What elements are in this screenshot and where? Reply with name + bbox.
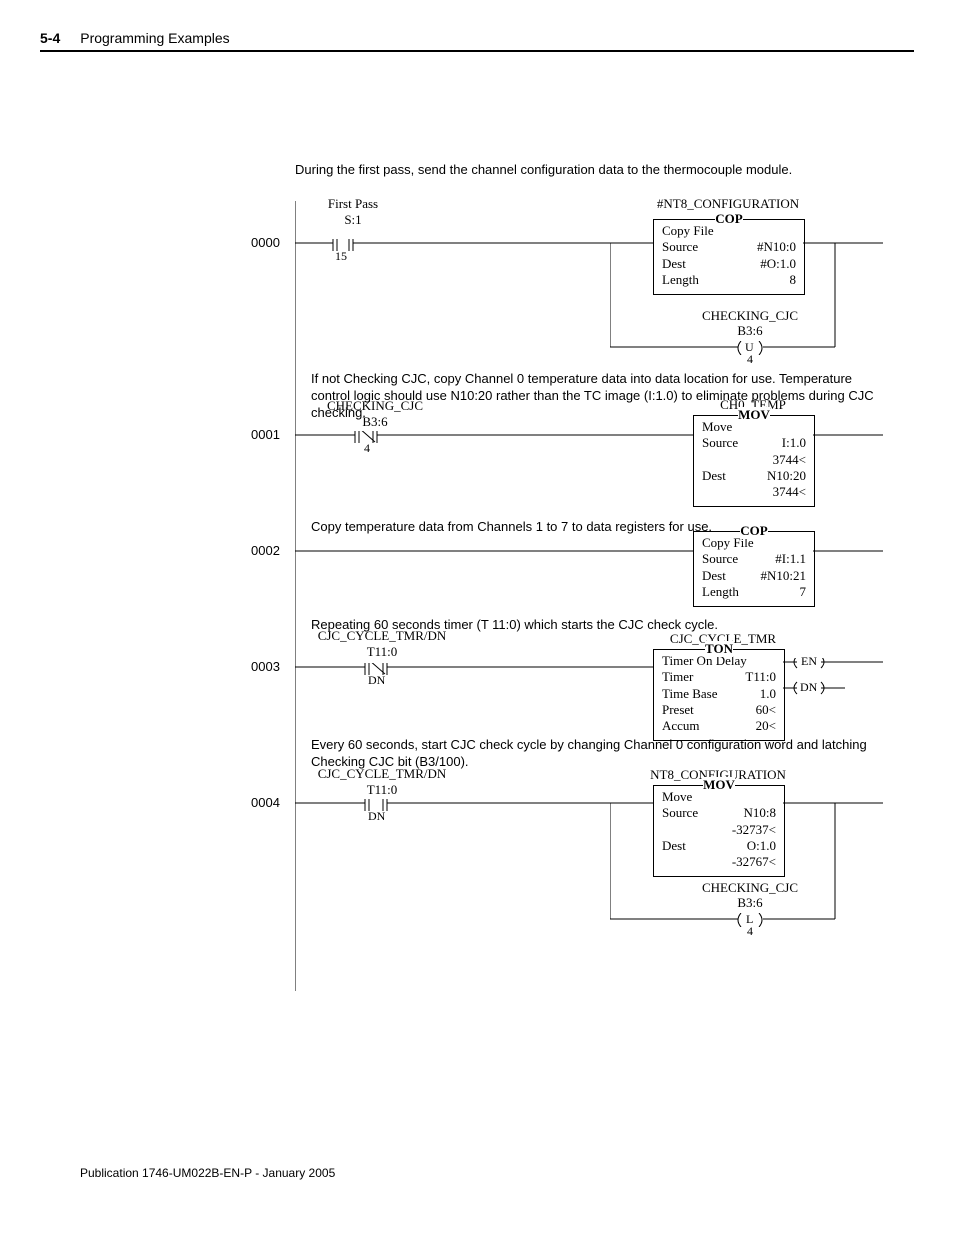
- mnemonic: TON: [705, 641, 733, 657]
- contact-bit: DN: [368, 673, 385, 688]
- ton-dn: DN: [800, 680, 817, 695]
- footer: Publication 1746-UM022B-EN-P - January 2…: [80, 1166, 335, 1180]
- contact-addr: T11:0: [307, 782, 457, 798]
- coil-title: CHECKING_CJC: [685, 309, 815, 324]
- rung-wire-left: [295, 431, 695, 447]
- ladder-diagram: During the first pass, send the channel …: [295, 162, 875, 991]
- rung-number: 0001: [251, 427, 280, 442]
- rung-wire-left: [295, 799, 655, 815]
- ton-en: EN: [801, 654, 817, 669]
- header-rule: [40, 50, 914, 52]
- page-header: 5-4 Programming Examples: [40, 30, 914, 46]
- mnemonic: COP: [715, 211, 742, 227]
- cop-box: COP Copy FileSource#I:1.1Dest#N10:21Leng…: [693, 531, 815, 607]
- mnemonic: COP: [740, 523, 767, 539]
- contact-bit: 4: [364, 441, 370, 456]
- coil-bit: 4: [747, 924, 753, 939]
- coil-addr: B3:6: [685, 896, 815, 911]
- rung-wire-left: [295, 547, 695, 557]
- ton-outputs: [783, 658, 883, 698]
- mnemonic: MOV: [738, 407, 770, 423]
- contact-title: CJC_CYCLE_TMR/DN: [307, 629, 457, 644]
- intro-text: During the first pass, send the channel …: [295, 162, 875, 177]
- contact-bit: DN: [368, 809, 385, 824]
- ton-box: TON Timer On DelayTimerT11:0Time Base1.0…: [653, 649, 785, 741]
- rung-wire-left: [295, 239, 655, 255]
- contact-title: First Pass: [313, 197, 393, 212]
- mov-box: MOV MoveSourceI:1.03744<DestN10:203744<: [693, 415, 815, 507]
- contact-addr: B3:6: [315, 414, 435, 430]
- rung-wire-right: [813, 547, 883, 557]
- coil-addr: B3:6: [685, 324, 815, 339]
- instruction-title: #NT8_CONFIGURATION: [643, 196, 813, 212]
- contact-addr: S:1: [313, 212, 393, 228]
- section-title: Programming Examples: [80, 30, 229, 46]
- rung-wire-left: [295, 663, 655, 679]
- contact-bit: 15: [335, 249, 347, 264]
- rung-number: 0000: [251, 235, 280, 250]
- rung-wire-right: [813, 431, 883, 441]
- page-number: 5-4: [40, 30, 60, 46]
- coil-bit: 4: [747, 352, 753, 367]
- rung-number: 0004: [251, 795, 280, 810]
- contact-title: CHECKING_CJC: [315, 399, 435, 414]
- rung-number: 0002: [251, 543, 280, 558]
- mnemonic: MOV: [703, 777, 735, 793]
- contact-title: CJC_CYCLE_TMR/DN: [307, 767, 457, 782]
- rung-number: 0003: [251, 659, 280, 674]
- coil-title: CHECKING_CJC: [685, 881, 815, 896]
- contact-addr: T11:0: [307, 644, 457, 660]
